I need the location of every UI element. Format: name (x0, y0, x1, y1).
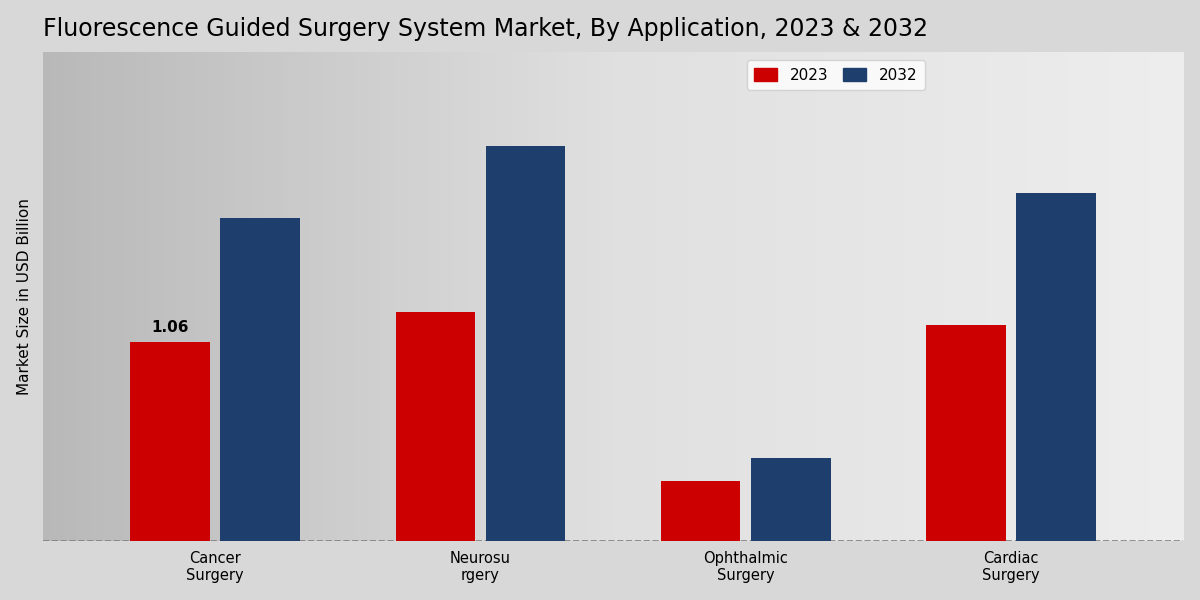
Y-axis label: Market Size in USD Billion: Market Size in USD Billion (17, 199, 31, 395)
Bar (221, 218, 300, 541)
Bar (751, 458, 830, 541)
Bar (131, 342, 210, 541)
Bar (486, 146, 565, 541)
Text: Fluorescence Guided Surgery System Market, By Application, 2023 & 2032: Fluorescence Guided Surgery System Marke… (43, 17, 928, 41)
Bar (661, 481, 740, 541)
Bar (1016, 193, 1096, 541)
Bar (396, 312, 475, 541)
Bar (926, 325, 1006, 541)
Text: 1.06: 1.06 (151, 320, 188, 335)
Legend: 2023, 2032: 2023, 2032 (746, 60, 925, 91)
